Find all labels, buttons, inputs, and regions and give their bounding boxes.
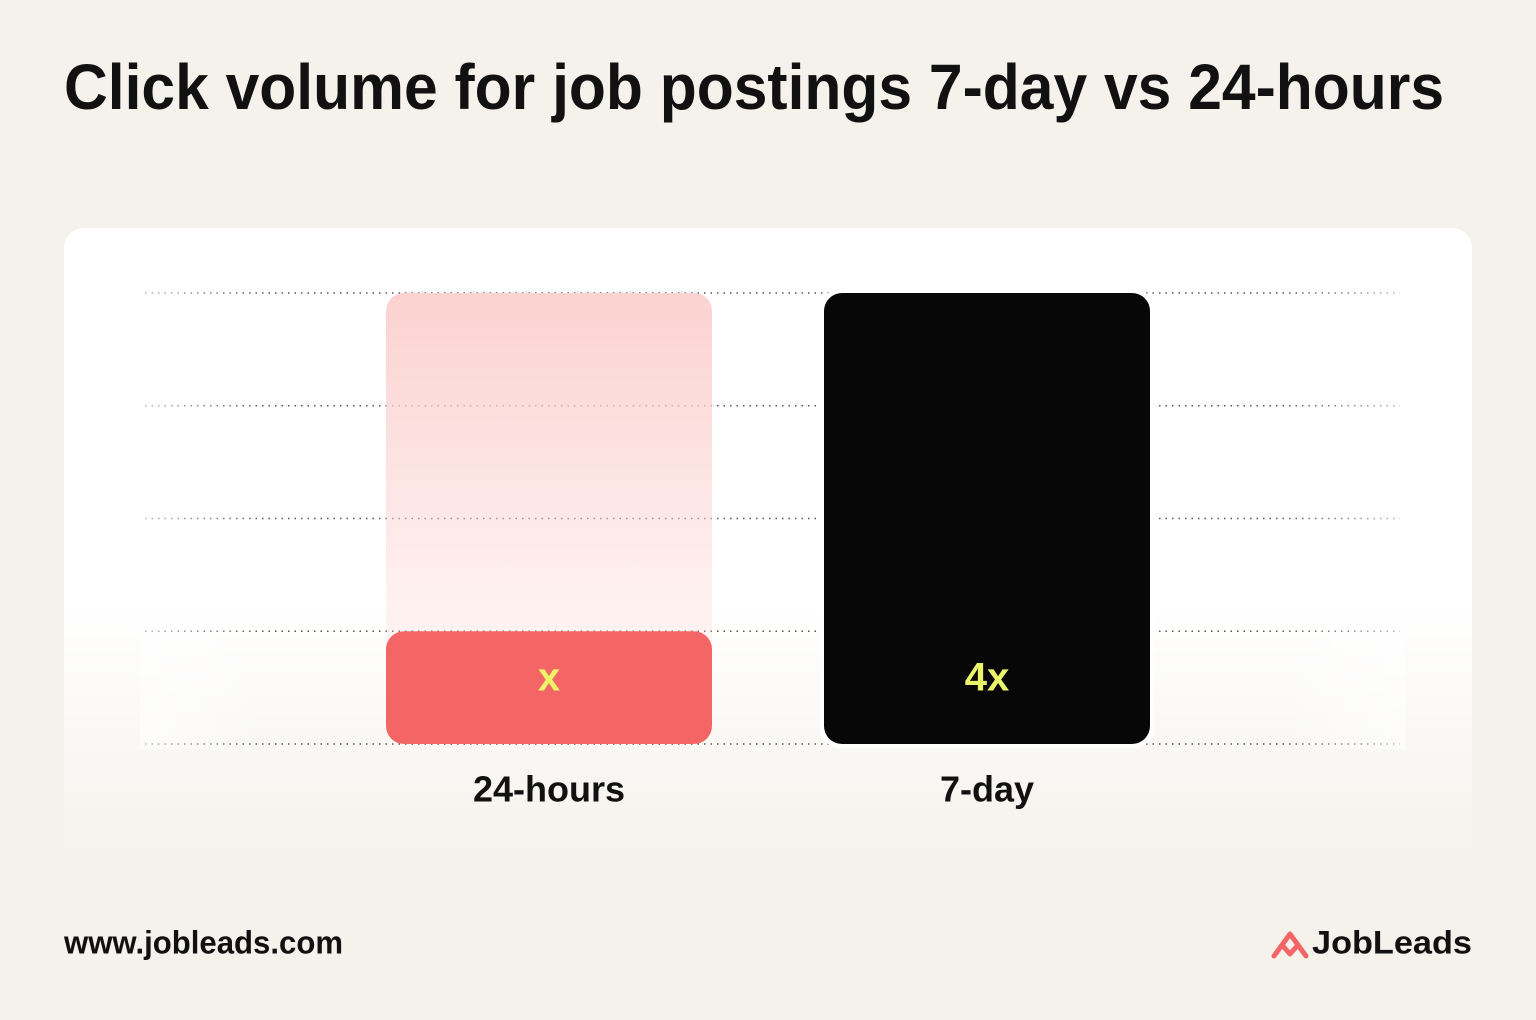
footer-url: www.jobleads.com: [63, 924, 343, 960]
x-tick-label: 7-day: [940, 769, 1034, 810]
bar: [386, 631, 712, 744]
logo-icon: [1271, 931, 1309, 959]
value-label: x: [538, 656, 560, 700]
bar: [824, 293, 1150, 744]
value-label: 4x: [965, 656, 1010, 700]
x-tick-label: 24-hours: [473, 769, 625, 810]
chart-title: Click volume for job postings 7-day vs 2…: [64, 51, 1444, 123]
brand-logo: JobLeads: [1271, 924, 1472, 960]
plot-area: x 24-hours 4x 7-day: [140, 288, 1405, 810]
grid-edge-fade: [140, 288, 1405, 749]
brand-name: JobLeads: [1312, 924, 1472, 960]
